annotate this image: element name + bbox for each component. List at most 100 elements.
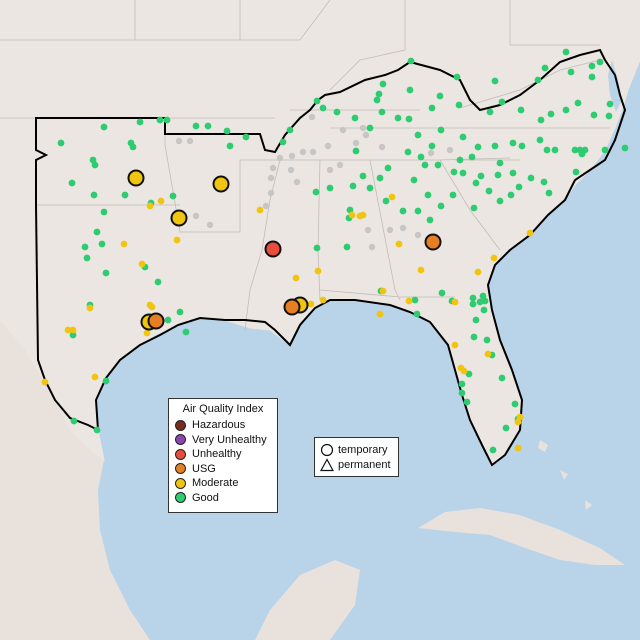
site-marker-moderate xyxy=(86,304,94,312)
chesapeake-bay xyxy=(608,60,622,112)
site-marker-good xyxy=(378,108,386,116)
site-marker-no-data xyxy=(339,126,347,134)
site-marker-good xyxy=(517,106,525,114)
site-marker-good xyxy=(279,138,287,146)
site-marker-good xyxy=(417,153,425,161)
site-marker-good xyxy=(333,108,341,116)
site-marker-good xyxy=(468,153,476,161)
site-marker-good xyxy=(136,118,144,126)
site-marker-good xyxy=(405,115,413,123)
site-marker-moderate xyxy=(376,310,384,318)
site-marker-good xyxy=(343,243,351,251)
site-marker-moderate xyxy=(319,296,327,304)
site-marker-good xyxy=(406,86,414,94)
site-marker-good xyxy=(90,191,98,199)
site-marker-no-data xyxy=(293,178,301,186)
site-marker-no-data xyxy=(362,131,370,139)
legend-title: Air Quality Index xyxy=(182,403,264,415)
site-marker-good xyxy=(438,289,446,297)
site-marker-good xyxy=(476,298,484,306)
site-marker-good xyxy=(426,216,434,224)
site-marker-moderate xyxy=(146,202,154,210)
site-marker-good xyxy=(182,328,190,336)
site-marker-good xyxy=(313,97,321,105)
site-marker-moderate xyxy=(526,229,534,237)
site-marker-good xyxy=(424,191,432,199)
site-marker-good xyxy=(154,278,162,286)
site-marker-good xyxy=(465,370,473,378)
site-marker-moderate xyxy=(157,197,165,205)
site-marker-good xyxy=(319,104,327,112)
legend-label: USG xyxy=(192,462,216,475)
site-marker-no-data xyxy=(386,226,394,234)
site-marker-no-data xyxy=(427,149,435,157)
site-marker-good xyxy=(518,142,526,150)
site-marker-good xyxy=(366,124,374,132)
site-marker-good xyxy=(515,183,523,191)
site-marker-good xyxy=(434,161,442,169)
site-marker-moderate xyxy=(516,413,524,421)
site-marker-good xyxy=(450,168,458,176)
site-marker-good xyxy=(366,184,374,192)
site-marker-moderate xyxy=(307,300,315,308)
site-marker-no-data xyxy=(267,174,275,182)
permanent-label: permanent xyxy=(338,458,391,471)
site-marker-good xyxy=(349,182,357,190)
site-marker-good xyxy=(509,139,517,147)
site-marker-good xyxy=(102,377,110,385)
temporary-label: temporary xyxy=(338,443,388,456)
site-marker-good xyxy=(352,147,360,155)
site-marker-moderate xyxy=(138,260,146,268)
site-marker-good xyxy=(351,114,359,122)
site-marker-good xyxy=(536,136,544,144)
site-marker-good xyxy=(399,207,407,215)
site-marker-moderate xyxy=(460,367,468,375)
site-marker-no-data xyxy=(186,137,194,145)
site-marker-no-data xyxy=(267,189,275,197)
yucatan-landmass xyxy=(255,560,360,640)
site-marker-good xyxy=(469,300,477,308)
site-marker-good xyxy=(326,184,334,192)
site-marker-usg-temporary xyxy=(283,298,301,316)
site-marker-moderate xyxy=(388,193,396,201)
legend-label: Moderate xyxy=(192,477,239,490)
site-marker-good xyxy=(491,77,499,85)
site-marker-good xyxy=(572,168,580,176)
unhealthy-swatch xyxy=(175,448,186,460)
site-marker-good xyxy=(204,122,212,130)
site-marker-good xyxy=(81,243,89,251)
legend-item-unhealthy: Unhealthy xyxy=(175,447,277,462)
site-marker-good xyxy=(100,208,108,216)
site-marker-good xyxy=(359,172,367,180)
site-marker-good xyxy=(455,101,463,109)
site-marker-no-data xyxy=(276,154,284,162)
site-marker-no-data xyxy=(359,124,367,132)
triangle-icon xyxy=(320,457,334,471)
site-marker-no-data xyxy=(364,226,372,234)
site-marker-good xyxy=(541,64,549,72)
site-marker-no-data xyxy=(308,113,316,121)
cuba-landmass xyxy=(418,508,625,565)
site-marker-good xyxy=(93,426,101,434)
site-marker-good xyxy=(163,116,171,124)
site-marker-good xyxy=(242,133,250,141)
site-marker-good xyxy=(129,143,137,151)
site-marker-good xyxy=(70,417,78,425)
site-marker-good xyxy=(437,202,445,210)
site-marker-no-data xyxy=(192,212,200,220)
site-marker-no-data xyxy=(352,139,360,147)
legend-label: Good xyxy=(192,491,219,504)
site-marker-good xyxy=(384,164,392,172)
site-marker-good xyxy=(192,122,200,130)
site-marker-good xyxy=(169,192,177,200)
site-marker-good xyxy=(463,398,471,406)
site-marker-good xyxy=(545,189,553,197)
site-marker-no-data xyxy=(446,146,454,154)
site-marker-moderate xyxy=(69,326,77,334)
site-marker-good xyxy=(483,336,491,344)
site-marker-good xyxy=(571,146,579,154)
site-marker-good xyxy=(562,106,570,114)
site-marker-good xyxy=(470,204,478,212)
site-marker-good xyxy=(543,146,551,154)
